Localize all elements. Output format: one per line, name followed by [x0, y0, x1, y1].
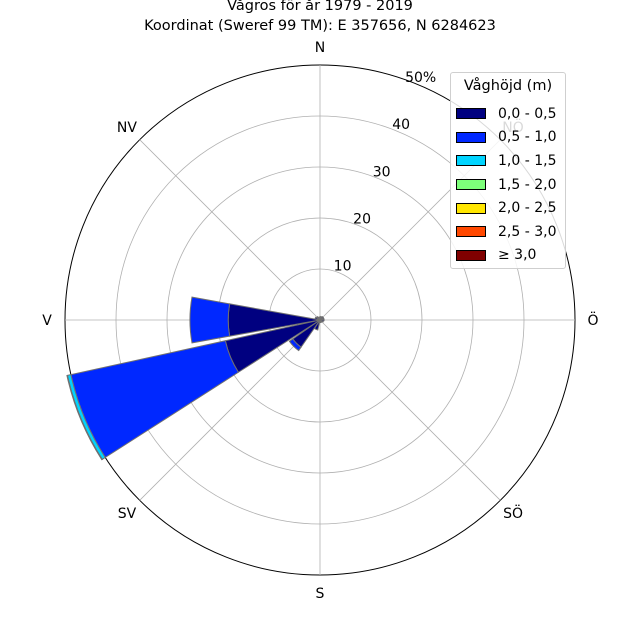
radial-tick-label: 50% [405, 70, 436, 86]
legend-item: 0,0 - 0,5 [451, 102, 565, 126]
legend-label: 0,0 - 0,5 [498, 105, 557, 122]
legend-swatch [456, 226, 486, 238]
legend-title: Våghöjd (m) [463, 78, 553, 94]
legend-swatch [456, 179, 486, 191]
direction-label: V [42, 313, 52, 329]
legend-item: 1,5 - 2,0 [451, 173, 565, 197]
radial-tick-label: 20 [353, 211, 371, 227]
chart-subtitle: Koordinat (Sweref 99 TM): E 357656, N 62… [144, 18, 496, 34]
legend-label: 2,5 - 3,0 [498, 223, 557, 240]
legend-item: ≥ 3,0 [451, 244, 565, 268]
chart-title: Vågros för år 1979 - 2019 [227, 0, 413, 14]
direction-label: NV [117, 120, 137, 136]
radial-tick-label: 40 [392, 117, 410, 133]
direction-label: Ö [587, 311, 598, 329]
legend-swatch [456, 131, 486, 143]
legend-item: 2,0 - 2,5 [451, 196, 565, 220]
bar-segment [189, 296, 231, 344]
wave-rose-bars [66, 296, 325, 461]
direction-label: SV [118, 506, 137, 522]
legend-item: 2,5 - 3,0 [451, 220, 565, 244]
direction-label: S [316, 586, 325, 602]
direction-label: SÖ [503, 504, 523, 522]
bar-segment [288, 338, 302, 352]
legend-label: 0,5 - 1,0 [498, 129, 557, 146]
legend-label: 2,0 - 2,5 [498, 200, 557, 217]
bar-segment [313, 319, 321, 331]
legend-swatch [456, 249, 486, 261]
radial-tick-label: 10 [334, 258, 352, 274]
grid-spoke [319, 319, 501, 501]
legend-label: 1,0 - 1,5 [498, 152, 557, 169]
direction-label: N [315, 40, 325, 56]
legend-swatch [456, 108, 486, 120]
bar-segment [314, 316, 321, 321]
radial-tick-label: 30 [373, 164, 391, 180]
legend-item: 0,5 - 1,0 [451, 126, 565, 150]
grid-spoke [139, 319, 321, 501]
legend-swatch [456, 202, 486, 214]
bar-segment [66, 374, 103, 461]
legend-item: 1,0 - 1,5 [451, 149, 565, 173]
legend-label: 1,5 - 2,0 [498, 176, 557, 193]
legend: Våghöjd (m) 0,0 - 0,5 0,5 - 1,0 1,0 - 1,5 1… [450, 72, 566, 269]
legend-swatch [456, 155, 486, 167]
grid-spoke [139, 139, 321, 321]
legend-label: ≥ 3,0 [498, 247, 537, 264]
